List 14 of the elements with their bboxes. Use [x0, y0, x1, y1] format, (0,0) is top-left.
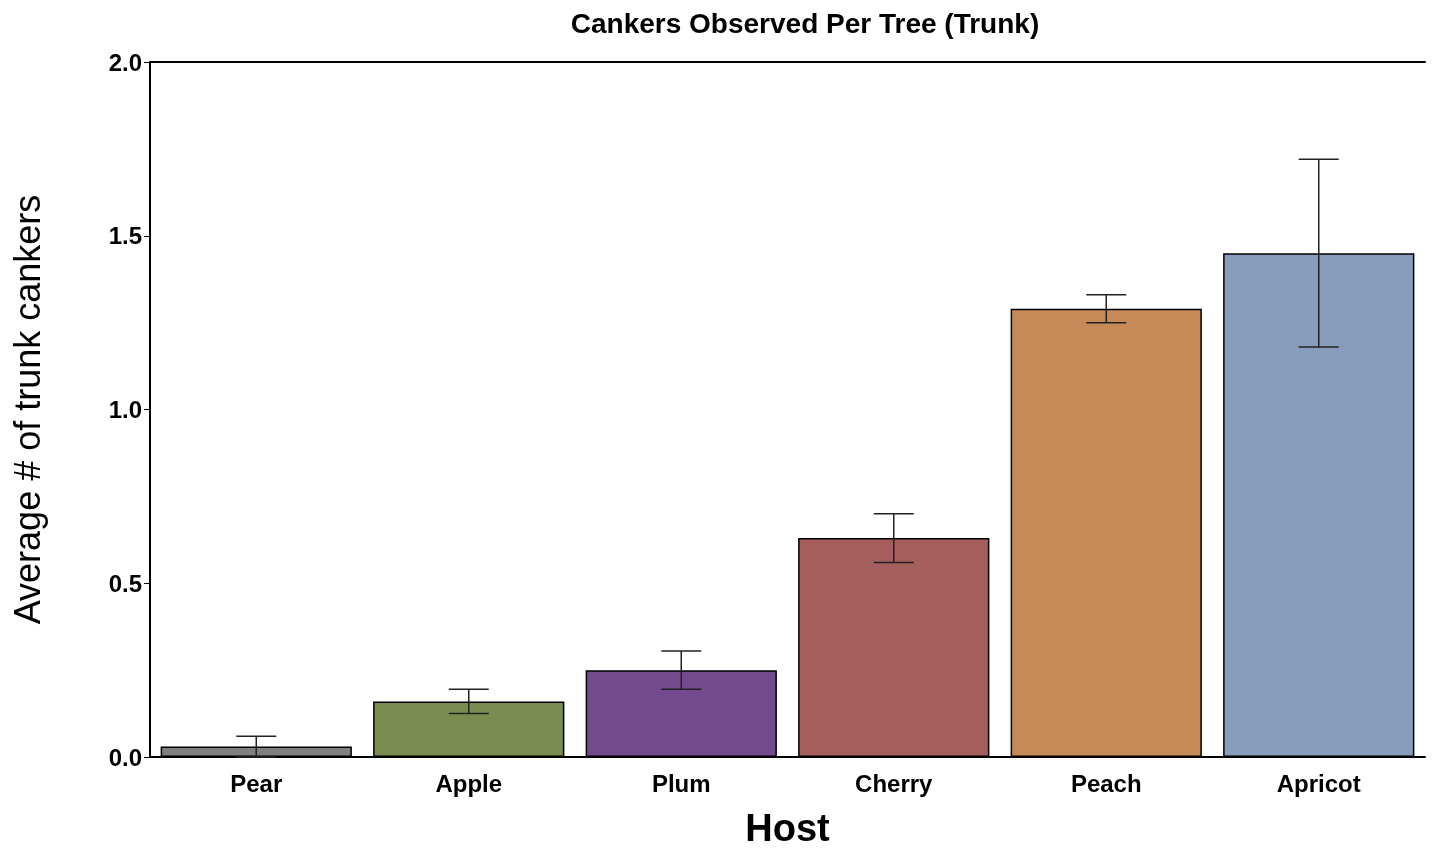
y-axis-title: Average # of trunk cankers — [6, 194, 48, 625]
chart-title: Cankers Observed Per Tree (Trunk) — [570, 7, 1040, 39]
x-tick-label: Peach — [1070, 769, 1142, 797]
x-tick-label: Plum — [651, 769, 711, 797]
y-tick-label: 1.0 — [108, 396, 142, 423]
y-tick-label: 0.0 — [108, 743, 142, 771]
x-tick-label: Pear — [230, 769, 283, 797]
x-axis-title: Host — [745, 807, 831, 849]
x-tick-label: Cherry — [855, 769, 934, 797]
x-tick-label: Apricot — [1276, 769, 1361, 797]
y-tick-label: 2.0 — [108, 48, 142, 76]
y-tick-label: 1.5 — [108, 222, 142, 250]
x-tick-label: Apple — [435, 769, 503, 797]
y-tick-label: 0.5 — [108, 569, 142, 597]
